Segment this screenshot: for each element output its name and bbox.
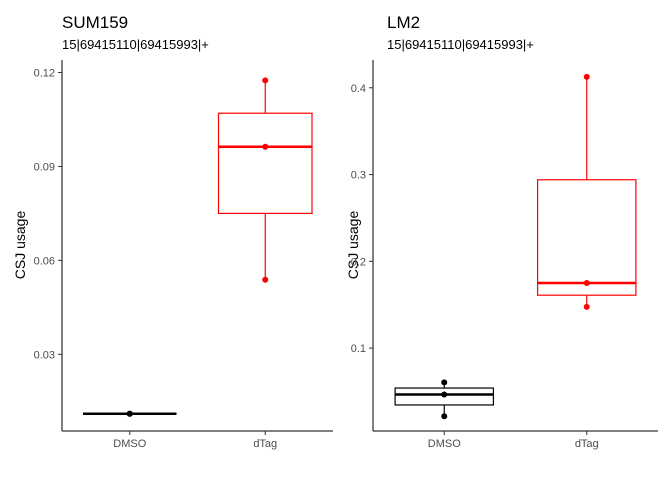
panel-lm2: LM2 15|69415110|69415993|+ CSJ usage 0.1… bbox=[345, 13, 658, 450]
y-tick-label: 0.2 bbox=[351, 256, 366, 268]
data-point bbox=[441, 391, 448, 398]
y-tick-label: 0.1 bbox=[351, 343, 366, 355]
y-tick-label: 0.03 bbox=[34, 349, 55, 361]
data-point bbox=[583, 280, 590, 287]
y-tick-label: 0.06 bbox=[34, 255, 55, 267]
y-axis-label: CSJ usage bbox=[345, 211, 361, 280]
box bbox=[217, 112, 313, 215]
panel-title: SUM159 bbox=[62, 13, 128, 32]
plot-area: 0.03 0.06 0.09 0.12 DMSO dTag bbox=[34, 60, 333, 450]
x-tick-label: DMSO bbox=[428, 438, 461, 450]
data-point bbox=[441, 379, 448, 386]
y-axis-label: CSJ usage bbox=[12, 211, 28, 280]
data-point bbox=[441, 413, 448, 420]
x-tick-label: dTag bbox=[575, 438, 599, 450]
panel-subtitle: 15|69415110|69415993|+ bbox=[387, 37, 534, 52]
panel-sum159: SUM159 15|69415110|69415993|+ CSJ usage … bbox=[12, 13, 333, 450]
x-tick-label: DMSO bbox=[113, 438, 146, 450]
box bbox=[536, 179, 637, 296]
y-tick-label: 0.12 bbox=[34, 68, 55, 80]
plot-area: 0.1 0.2 0.3 0.4 DMSO dTag bbox=[351, 60, 658, 450]
panel-title: LM2 bbox=[387, 13, 420, 32]
y-tick-label: 0.3 bbox=[351, 170, 366, 182]
data-point bbox=[583, 303, 590, 310]
y-tick-label: 0.4 bbox=[351, 83, 366, 95]
y-tick-label: 0.09 bbox=[34, 161, 55, 173]
data-point bbox=[583, 73, 590, 80]
data-point bbox=[262, 143, 269, 150]
data-point bbox=[262, 276, 269, 283]
x-tick-label: dTag bbox=[253, 438, 277, 450]
data-point bbox=[126, 410, 133, 417]
data-point bbox=[262, 77, 269, 84]
panel-subtitle: 15|69415110|69415993|+ bbox=[62, 37, 209, 52]
